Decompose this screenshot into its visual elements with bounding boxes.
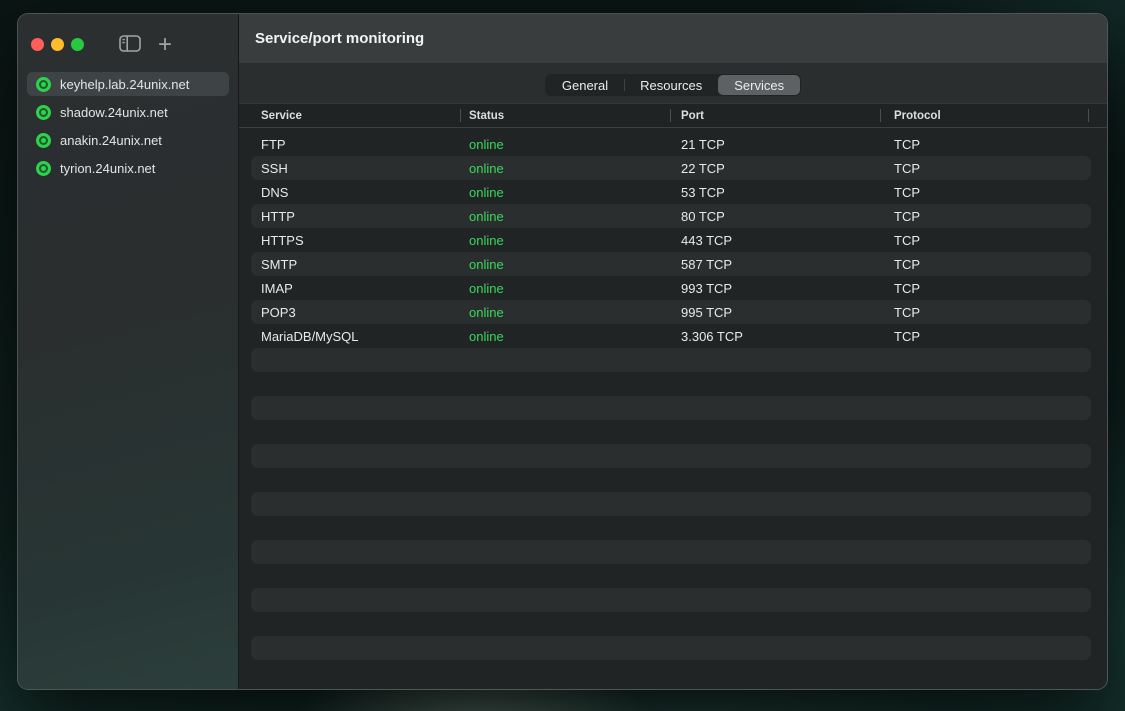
server-label: tyrion.24unix.net — [60, 160, 156, 176]
sidebar-item-server[interactable]: anakin.24unix.net — [27, 128, 229, 152]
tab-segmented-control: General Resources Services — [544, 74, 802, 96]
table-row[interactable]: SMTP online 587 TCP TCP — [251, 252, 1091, 276]
cell-service: HTTP — [261, 208, 295, 224]
server-list: keyhelp.lab.24unix.net shadow.24unix.net… — [18, 56, 238, 180]
close-button[interactable] — [31, 38, 44, 51]
empty-row — [251, 588, 1091, 612]
cell-service: MariaDB/MySQL — [261, 328, 359, 344]
cell-service: SMTP — [261, 256, 298, 272]
empty-row — [251, 636, 1091, 660]
server-label: anakin.24unix.net — [60, 132, 162, 148]
empty-row — [251, 396, 1091, 420]
cell-protocol: TCP — [894, 304, 920, 320]
cell-status: online — [469, 208, 504, 224]
table-header: Service Status Port Protocol — [239, 103, 1107, 128]
cell-status: online — [469, 136, 504, 152]
sidebar-toggle-icon — [119, 34, 141, 55]
server-status-icon — [36, 76, 51, 92]
cell-status: online — [469, 328, 504, 344]
cell-port: 443 TCP — [681, 232, 733, 248]
sidebar: + keyhelp.lab.24unix.net shadow.24unix.n… — [18, 14, 239, 689]
service-table: FTP online 21 TCP TCP SSH online 22 TCP … — [251, 132, 1091, 684]
tab-resources[interactable]: Resources — [624, 75, 718, 95]
minimize-button[interactable] — [51, 38, 64, 51]
cell-protocol: TCP — [894, 256, 920, 272]
cell-protocol: TCP — [894, 328, 920, 344]
table-header-port[interactable]: Port — [671, 104, 881, 127]
cell-service: DNS — [261, 184, 289, 200]
table-header-service[interactable]: Service — [239, 104, 461, 127]
empty-row — [251, 516, 1091, 540]
page-title: Service/port monitoring — [255, 30, 425, 47]
cell-port: 995 TCP — [681, 304, 733, 320]
cell-status: online — [469, 280, 504, 296]
empty-row — [251, 372, 1091, 396]
tab-general[interactable]: General — [546, 75, 624, 95]
cell-service: SSH — [261, 160, 288, 176]
sidebar-item-server[interactable]: shadow.24unix.net — [27, 100, 229, 124]
cell-status: online — [469, 304, 504, 320]
cell-port: 21 TCP — [681, 136, 725, 152]
sidebar-item-server[interactable]: keyhelp.lab.24unix.net — [27, 72, 229, 96]
table-row[interactable]: SSH online 22 TCP TCP — [251, 156, 1091, 180]
server-status-icon — [36, 132, 51, 148]
content-header: Service/port monitoring — [239, 14, 1107, 64]
empty-row — [251, 468, 1091, 492]
sidebar-toggle-button[interactable] — [119, 34, 141, 55]
add-server-button[interactable]: + — [158, 32, 172, 56]
cell-port: 22 TCP — [681, 160, 725, 176]
plus-icon: + — [158, 30, 173, 58]
cell-service: POP3 — [261, 304, 296, 320]
table-row[interactable]: POP3 online 995 TCP TCP — [251, 300, 1091, 324]
cell-port: 53 TCP — [681, 184, 725, 200]
table-header-protocol[interactable]: Protocol — [881, 104, 1089, 127]
zoom-button[interactable] — [71, 38, 84, 51]
cell-service: HTTPS — [261, 232, 304, 248]
empty-row — [251, 540, 1091, 564]
server-status-icon — [36, 160, 51, 176]
cell-status: online — [469, 184, 504, 200]
content-pane: Service/port monitoring General Resource… — [239, 14, 1107, 689]
table-row[interactable]: DNS online 53 TCP TCP — [251, 180, 1091, 204]
server-status-icon — [36, 104, 51, 120]
cell-port: 3.306 TCP — [681, 328, 743, 344]
cell-protocol: TCP — [894, 160, 920, 176]
table-row[interactable]: IMAP online 993 TCP TCP — [251, 276, 1091, 300]
empty-row — [251, 444, 1091, 468]
table-header-status[interactable]: Status — [461, 104, 671, 127]
empty-row — [251, 564, 1091, 588]
empty-row — [251, 348, 1091, 372]
cell-protocol: TCP — [894, 136, 920, 152]
table-row[interactable]: FTP online 21 TCP TCP — [251, 132, 1091, 156]
titlebar-left: + — [18, 14, 238, 56]
cell-status: online — [469, 232, 504, 248]
cell-port: 80 TCP — [681, 208, 725, 224]
cell-protocol: TCP — [894, 208, 920, 224]
server-label: shadow.24unix.net — [60, 104, 168, 120]
cell-service: FTP — [261, 136, 286, 152]
empty-row — [251, 612, 1091, 636]
empty-row — [251, 492, 1091, 516]
cell-service: IMAP — [261, 280, 293, 296]
table-row[interactable]: MariaDB/MySQL online 3.306 TCP TCP — [251, 324, 1091, 348]
server-label: keyhelp.lab.24unix.net — [60, 76, 190, 92]
tab-band: General Resources Services — [239, 64, 1107, 103]
cell-port: 993 TCP — [681, 280, 733, 296]
empty-row — [251, 660, 1091, 684]
cell-protocol: TCP — [894, 184, 920, 200]
cell-protocol: TCP — [894, 232, 920, 248]
cell-protocol: TCP — [894, 280, 920, 296]
cell-port: 587 TCP — [681, 256, 733, 272]
cell-status: online — [469, 256, 504, 272]
table-row[interactable]: HTTP online 80 TCP TCP — [251, 204, 1091, 228]
sidebar-item-server[interactable]: tyrion.24unix.net — [27, 156, 229, 180]
empty-row — [251, 420, 1091, 444]
app-window: + keyhelp.lab.24unix.net shadow.24unix.n… — [18, 14, 1107, 689]
cell-status: online — [469, 160, 504, 176]
table-row[interactable]: HTTPS online 443 TCP TCP — [251, 228, 1091, 252]
tab-services[interactable]: Services — [718, 75, 801, 95]
